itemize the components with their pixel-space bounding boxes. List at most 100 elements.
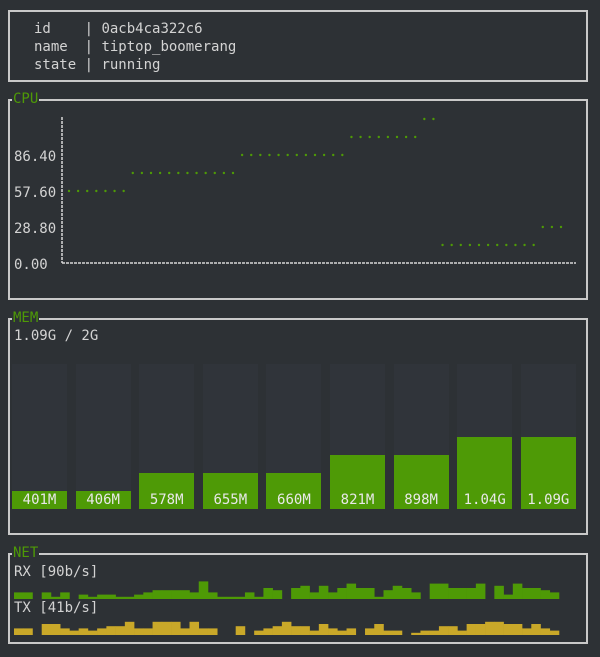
cpu-data-point [95,189,98,193]
rx-spark-bar [549,592,560,599]
cpu-data-point [496,243,499,247]
rx-spark-bar [512,583,523,599]
mem-bar-fill [75,491,131,509]
cpu-data-point [177,171,180,175]
cpu-data-point [168,171,171,175]
rx-spark-bar [318,585,329,599]
cpu-data-point [523,243,526,247]
tx-spark-bar [171,621,181,635]
cpu-data-point [459,243,462,247]
tx-spark-bar [448,626,458,635]
rx-spark-bar [392,585,403,599]
tx-spark-bar [254,630,264,635]
tx-spark-bar [300,626,310,635]
cpu-data-point [250,153,253,157]
rx-spark-bar [78,594,89,599]
mem-bar-label: 655M [213,492,248,508]
cpu-data-point [268,153,271,157]
rx-spark-bar [41,592,52,599]
tx-spark-bar [50,624,61,635]
net-sparklines [14,581,560,635]
rx-spark-bar [152,590,163,599]
cpu-data-point [240,153,244,157]
cpu-data-point [541,225,544,229]
cpu-data-point [377,135,380,139]
tx-spark-bar [180,628,190,635]
cpu-data-point [140,171,144,175]
cpu-data-point [432,117,435,121]
cpu-data-point [359,135,362,139]
mem-bar-fill [330,455,385,509]
mem-bar: 406M [75,364,131,509]
cpu-data-point [468,243,472,247]
mem-bar-label: 1.04G [463,492,506,508]
rx-spark-bar [87,596,98,599]
tx-spark-bar [438,626,449,635]
cpu-data-point [222,171,226,175]
mem-bar-fill [266,473,322,509]
tx-label: TX [41b/s] [14,600,99,616]
rx-spark-bar [355,588,366,599]
rx-spark-bar [522,588,532,599]
mem-bar: 660M [266,364,322,509]
rx-spark-bar [180,590,190,599]
tx-spark-bar [475,624,486,635]
mem-bar: 1.04G [457,364,513,509]
cpu-data-point [532,243,535,247]
cpu-data-point [76,189,80,193]
mem-bar-fill [393,455,449,509]
info-key: name [34,39,77,55]
cpu-data-point [149,171,153,175]
cpu-data-point [122,189,125,193]
rx-spark-bar [457,588,467,599]
rx-spark-bar [207,592,218,599]
rx-spark-bar [14,592,24,599]
tx-spark-bar [143,628,153,635]
cpu-data-point [304,153,308,157]
rx-spark-bar [235,596,246,599]
container-id: 0acb4ca322c6 [101,21,203,37]
mem-bar-fill [202,473,258,509]
mem-bar-label: 898M [404,492,438,508]
cpu-data-point [395,135,399,139]
mem-bar: 578M [139,364,195,509]
cpu-data-point [404,135,408,139]
cpu-data-point [295,153,298,157]
cpu-data-point [158,171,162,175]
tx-spark-bar [549,630,560,635]
rx-label: RX [90b/s] [14,564,99,580]
rx-spark-bar [300,585,310,599]
container-name: tiptop_boomerang [101,39,237,55]
y-tick-label: 57.60 [14,185,57,201]
cpu-data-point [86,189,89,193]
rx-spark-bar [272,590,283,599]
cpu-data-point [423,117,426,121]
info-key: id [34,21,77,37]
rx-spark-bar [291,588,301,599]
rx-spark-bar [244,592,255,599]
rx-spark-bar [411,592,421,599]
tx-spark-bar [78,628,89,635]
cpu-data-point [277,153,280,157]
tx-spark-bar [161,621,172,635]
mem-bar: 1.09G [520,364,576,509]
cpu-data-point [322,153,326,157]
cpu-data-point [313,153,317,157]
cpu-data-point [550,225,554,229]
cpu-data-point [514,243,517,247]
mem-bar-fill [457,437,513,509]
mem-bar-label: 660M [277,492,311,508]
rx-spark-bar [60,592,70,599]
tx-spark-bar [263,628,273,635]
rx-spark-bar [97,594,107,599]
cpu-data-point [332,153,335,157]
rx-spark-bar [466,588,477,599]
cpu-data-point [350,135,353,139]
cpu-data-point [386,135,390,139]
rx-spark-bar [374,596,384,599]
cpu-title: CPU [12,91,40,107]
tx-spark-bar [152,621,163,635]
cpu-data-point [477,243,481,247]
tx-spark-bar [14,628,24,635]
info-row-name: name | tiptop_boomerang [34,39,237,55]
